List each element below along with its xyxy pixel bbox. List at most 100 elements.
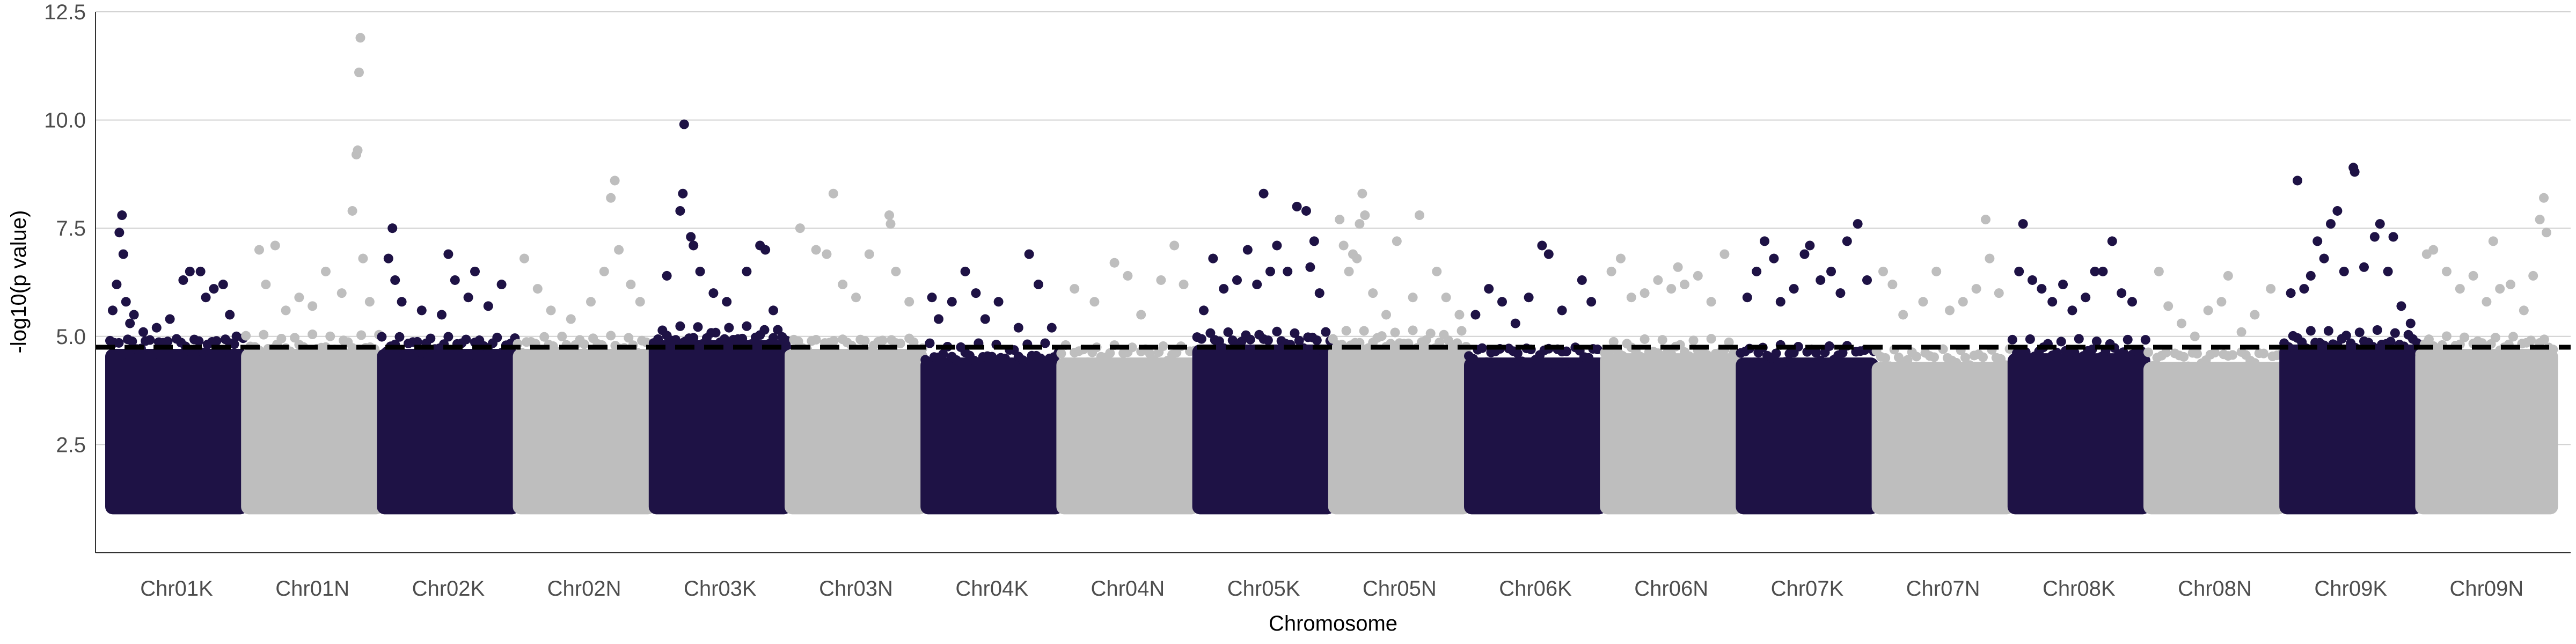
data-point — [737, 333, 748, 343]
data-point — [443, 332, 453, 342]
x-tick-label: Chr04N — [1091, 577, 1165, 601]
data-point — [1864, 357, 1875, 368]
data-point — [352, 150, 362, 160]
data-point — [231, 331, 241, 341]
data-point — [2312, 236, 2323, 246]
data-point — [1693, 270, 1703, 281]
data-point — [2319, 253, 2329, 264]
data-point — [2542, 228, 2551, 238]
data-point — [470, 266, 480, 276]
data-point — [1272, 326, 1282, 336]
chromosome-group-chr06n — [1600, 249, 1743, 515]
data-point — [1780, 357, 1790, 367]
data-point — [891, 266, 901, 276]
data-point — [1360, 210, 1370, 221]
data-point — [2117, 288, 2127, 298]
data-point — [2067, 305, 2077, 316]
chromosome-group-chr09k — [2279, 163, 2423, 515]
data-point — [1684, 351, 1694, 361]
data-point — [185, 266, 195, 276]
data-point — [1497, 297, 1507, 307]
data-point — [387, 223, 398, 233]
data-point — [308, 330, 318, 340]
data-point — [811, 335, 821, 345]
data-point — [1673, 262, 1683, 272]
data-point — [1724, 337, 1734, 347]
data-point — [276, 333, 287, 343]
data-point — [2372, 325, 2382, 335]
data-point — [610, 175, 620, 186]
data-point — [2250, 310, 2260, 320]
y-tick-label: 12.5 — [44, 1, 86, 24]
data-point — [1978, 352, 1988, 362]
chromosome-group-chr05n — [1328, 188, 1471, 515]
data-point — [1985, 253, 1995, 264]
data-point — [1524, 292, 1534, 303]
data-point — [2258, 348, 2268, 358]
x-tick-labels: Chr01K Chr01N Chr02K Chr02N Chr03K Chr03N Chr0… — [140, 577, 2523, 601]
point-bulk — [1328, 344, 1471, 515]
data-point — [987, 352, 997, 362]
data-point — [2519, 305, 2529, 316]
data-point — [653, 334, 663, 344]
data-point — [1653, 275, 1663, 285]
data-point — [2385, 336, 2396, 347]
data-point — [793, 336, 803, 347]
y-tick-label: 2.5 — [56, 433, 86, 457]
y-tick-labels: 2.5 5.0 7.5 10.0 12.5 — [44, 1, 86, 457]
data-point — [1799, 249, 1810, 259]
data-point — [1635, 352, 1645, 362]
data-point — [1626, 292, 1636, 303]
data-point — [1013, 323, 1023, 333]
data-point — [294, 292, 304, 303]
data-point — [1156, 275, 1166, 285]
data-point — [2375, 219, 2385, 229]
data-point — [2442, 331, 2451, 341]
data-point — [1898, 310, 1908, 320]
data-point — [1878, 266, 1888, 276]
point-bulk — [513, 349, 656, 515]
data-point — [1305, 262, 1315, 272]
data-point — [1706, 334, 1716, 344]
data-point — [1036, 353, 1046, 363]
data-point — [2526, 335, 2536, 346]
data-point — [1150, 355, 1159, 365]
data-point — [416, 348, 427, 358]
data-point — [1408, 292, 1418, 303]
data-point — [1169, 240, 1180, 251]
data-point — [1499, 360, 1510, 370]
y-tick-label: 5.0 — [56, 325, 86, 349]
data-point — [2354, 327, 2365, 338]
data-point — [851, 347, 861, 357]
data-point — [1312, 335, 1322, 346]
x-tick-label: Chr09K — [2314, 577, 2387, 601]
data-point — [927, 292, 937, 303]
data-point — [2007, 334, 2017, 345]
data-point — [354, 67, 364, 77]
data-point — [1454, 310, 1465, 320]
data-point — [2396, 301, 2406, 311]
x-tick-label: Chr03N — [819, 577, 893, 601]
data-point — [2495, 284, 2505, 294]
data-point — [461, 334, 471, 345]
data-point — [829, 335, 839, 346]
data-point — [1136, 310, 1146, 320]
data-point — [586, 297, 596, 307]
point-bulk — [105, 349, 248, 515]
chromosome-group-chr05k — [1192, 188, 1335, 515]
data-point — [2332, 206, 2343, 216]
point-bulk — [1871, 362, 2015, 515]
point-bulk — [1736, 357, 1879, 515]
data-point — [195, 266, 206, 276]
data-point — [1292, 201, 1302, 211]
data-point — [325, 331, 335, 341]
data-point — [1657, 335, 1667, 345]
data-point — [2216, 297, 2227, 307]
point-bulk — [920, 357, 1064, 515]
data-point — [1341, 326, 1351, 336]
data-point — [241, 331, 251, 341]
data-point — [1960, 353, 1970, 363]
data-point — [606, 331, 616, 341]
data-point — [2424, 334, 2434, 345]
chromosome-group-chr01n — [241, 33, 384, 515]
